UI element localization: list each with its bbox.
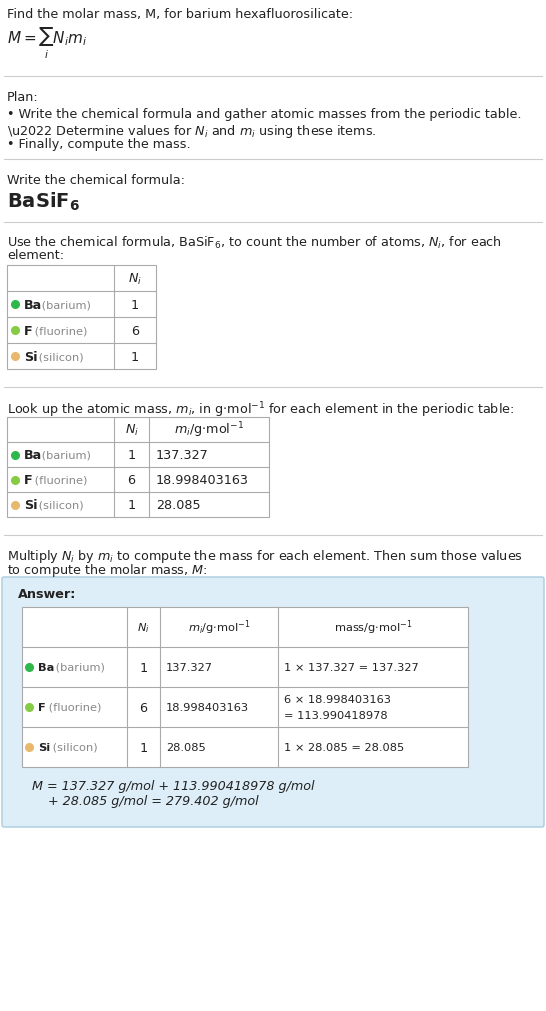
Text: (silicon): (silicon)	[35, 352, 84, 362]
Text: Use the chemical formula, BaSiF$_6$, to count the number of atoms, $N_i$, for ea: Use the chemical formula, BaSiF$_6$, to …	[7, 235, 502, 251]
Text: 28.085: 28.085	[166, 742, 206, 752]
Text: $N_i$: $N_i$	[124, 423, 139, 438]
Text: (barium): (barium)	[52, 662, 105, 672]
Text: (silicon): (silicon)	[35, 500, 84, 510]
Text: Ba: Ba	[38, 662, 55, 672]
Text: = 113.990418978: = 113.990418978	[284, 711, 388, 720]
Text: F: F	[38, 703, 46, 713]
Text: 18.998403163: 18.998403163	[166, 703, 249, 713]
Text: Ba: Ba	[24, 298, 42, 311]
Text: $m_i$/g$\cdot$mol$^{-1}$: $m_i$/g$\cdot$mol$^{-1}$	[174, 421, 244, 440]
Text: Si: Si	[38, 742, 50, 752]
Text: (silicon): (silicon)	[49, 742, 98, 752]
Text: $\mathbf{BaSiF_6}$: $\mathbf{BaSiF_6}$	[7, 191, 80, 213]
Text: 137.327: 137.327	[166, 662, 213, 672]
Text: 1 × 28.085 = 28.085: 1 × 28.085 = 28.085	[284, 742, 404, 752]
Text: Look up the atomic mass, $m_i$, in g$\cdot$mol$^{-1}$ for each element in the pe: Look up the atomic mass, $m_i$, in g$\cd…	[7, 399, 514, 420]
Text: 1: 1	[139, 661, 147, 674]
Text: (barium): (barium)	[38, 299, 91, 309]
Bar	[22, 608, 468, 767]
Text: (fluorine): (fluorine)	[45, 703, 102, 713]
Text: 1: 1	[131, 298, 139, 311]
Text: + 28.085 g/mol = 279.402 g/mol: + 28.085 g/mol = 279.402 g/mol	[32, 795, 259, 807]
Text: 1: 1	[139, 741, 147, 754]
Text: F: F	[24, 473, 33, 486]
Text: $m_i$/g$\cdot$mol$^{-1}$: $m_i$/g$\cdot$mol$^{-1}$	[188, 618, 250, 637]
Text: to compute the molar mass, $M$:: to compute the molar mass, $M$:	[7, 561, 207, 578]
Text: 1: 1	[127, 498, 135, 512]
Text: $N_i$: $N_i$	[128, 271, 142, 286]
Text: (fluorine): (fluorine)	[31, 475, 87, 485]
Text: • Write the chemical formula and gather atomic masses from the periodic table.: • Write the chemical formula and gather …	[7, 108, 521, 121]
Text: $N_i$: $N_i$	[137, 621, 150, 634]
Text: Answer:: Answer:	[18, 587, 76, 601]
Text: 1: 1	[127, 449, 135, 462]
Text: $M = \sum_i N_i m_i$: $M = \sum_i N_i m_i$	[7, 27, 87, 62]
Text: Si: Si	[24, 350, 38, 363]
Text: mass/g$\cdot$mol$^{-1}$: mass/g$\cdot$mol$^{-1}$	[334, 618, 412, 637]
Text: 1: 1	[131, 350, 139, 363]
Text: 6: 6	[131, 325, 139, 337]
Text: 6 × 18.998403163: 6 × 18.998403163	[284, 695, 391, 705]
Text: 6: 6	[139, 701, 147, 714]
Text: 28.085: 28.085	[156, 498, 200, 512]
Text: • Finally, compute the mass.: • Finally, compute the mass.	[7, 137, 191, 151]
Text: Ba: Ba	[24, 449, 42, 462]
Text: (barium): (barium)	[38, 450, 91, 460]
Text: Find the molar mass, M, for barium hexafluorosilicate:: Find the molar mass, M, for barium hexaf…	[7, 8, 353, 21]
Text: 1 × 137.327 = 137.327: 1 × 137.327 = 137.327	[284, 662, 419, 672]
Text: element:: element:	[7, 249, 64, 262]
Text: F: F	[24, 325, 33, 337]
Bar	[7, 418, 269, 518]
FancyBboxPatch shape	[2, 577, 544, 827]
Text: \u2022 Determine values for $N_i$ and $m_i$ using these items.: \u2022 Determine values for $N_i$ and $m…	[7, 123, 377, 140]
Text: Write the chemical formula:: Write the chemical formula:	[7, 174, 185, 187]
Text: Si: Si	[24, 498, 38, 512]
Text: Plan:: Plan:	[7, 91, 39, 104]
Bar	[7, 266, 156, 370]
Text: 137.327: 137.327	[156, 449, 209, 462]
Text: 6: 6	[128, 473, 135, 486]
Text: Multiply $N_i$ by $m_i$ to compute the mass for each element. Then sum those val: Multiply $N_i$ by $m_i$ to compute the m…	[7, 548, 523, 564]
Text: (fluorine): (fluorine)	[31, 326, 87, 336]
Text: M = 137.327 g/mol + 113.990418978 g/mol: M = 137.327 g/mol + 113.990418978 g/mol	[32, 779, 314, 793]
Text: 18.998403163: 18.998403163	[156, 473, 249, 486]
